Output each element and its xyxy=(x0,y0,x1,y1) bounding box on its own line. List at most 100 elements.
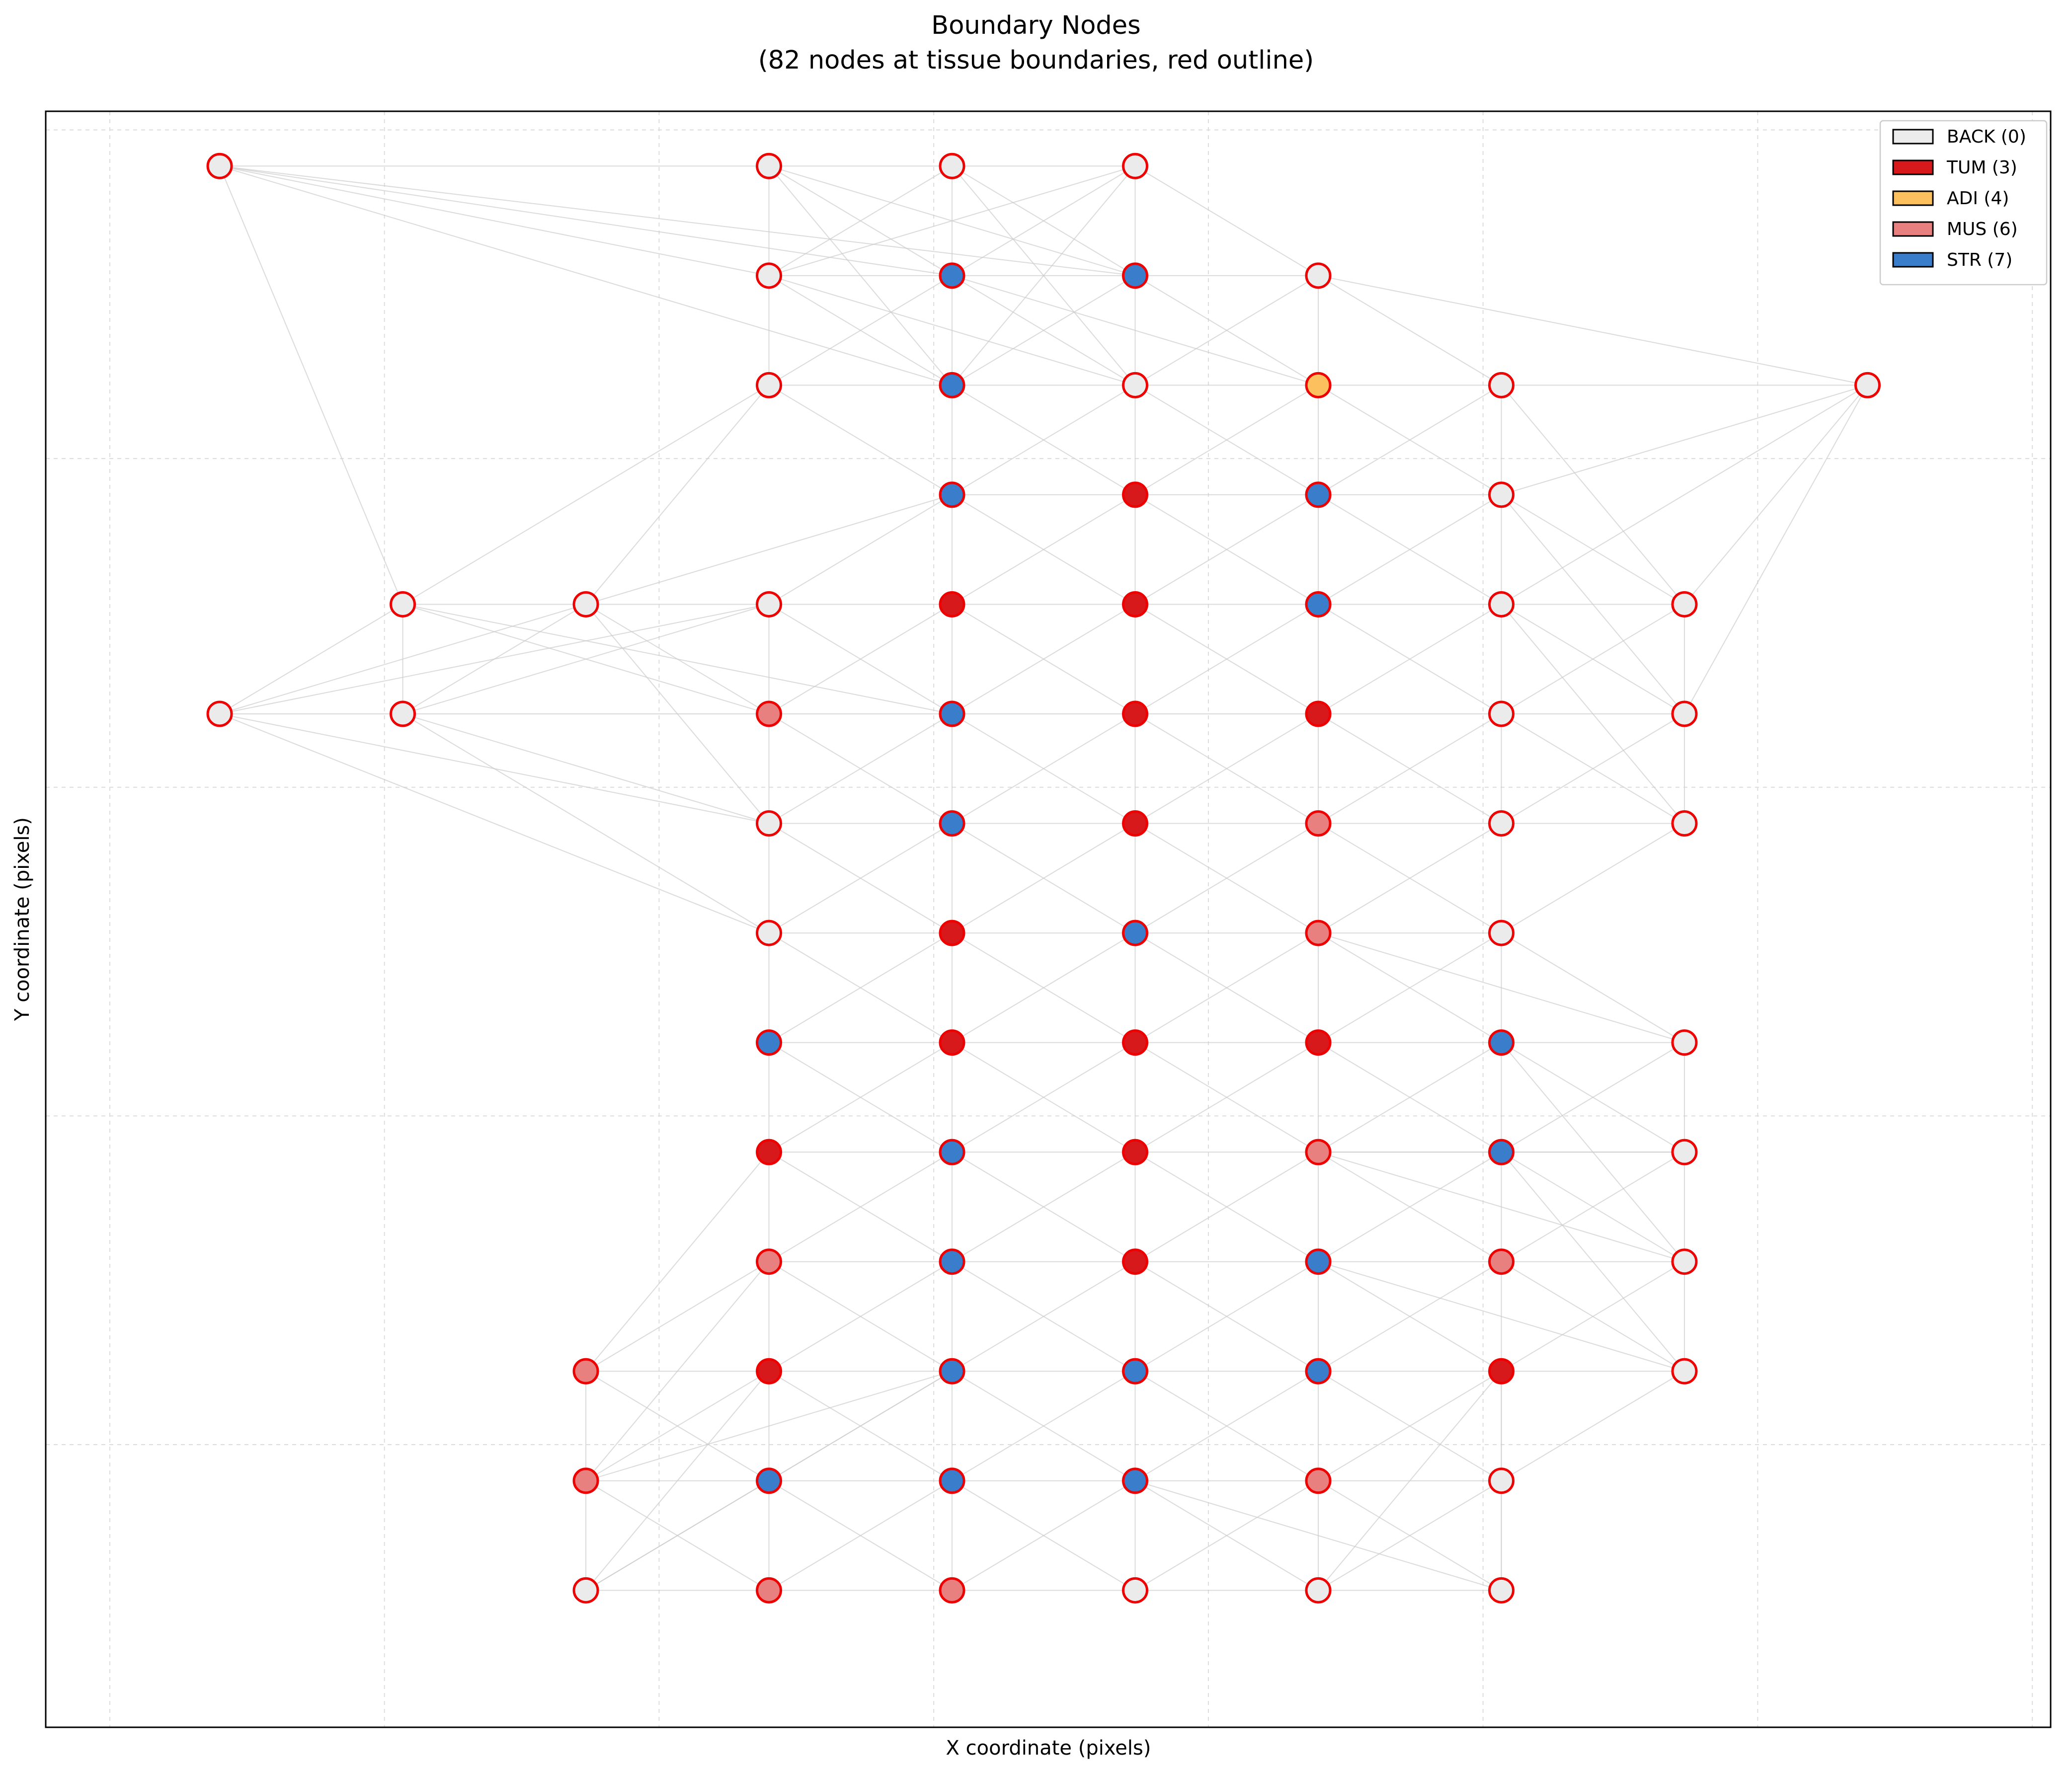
node-mus xyxy=(756,1248,783,1275)
graph-edge xyxy=(1501,604,1685,824)
node-str xyxy=(939,481,965,508)
node-back xyxy=(756,372,783,398)
graph-edge xyxy=(1135,1261,1319,1372)
node-tum xyxy=(1122,1248,1149,1275)
node-back xyxy=(1122,1577,1149,1604)
graph-edge xyxy=(219,165,769,276)
legend-label-mus: MUS (6) xyxy=(1947,219,2018,239)
node-back xyxy=(1488,1467,1515,1494)
x-axis-label: X coordinate (pixels) xyxy=(946,1737,1151,1760)
graph-edge xyxy=(1318,1152,1502,1262)
legend-label-str: STR (7) xyxy=(1947,250,2012,270)
graph-edge xyxy=(402,385,770,605)
graph-edge xyxy=(585,1371,953,1481)
graph-edge xyxy=(769,604,953,714)
graph-edge xyxy=(1501,494,1685,714)
node-back xyxy=(1671,1029,1698,1056)
node-mus xyxy=(572,1358,599,1385)
node-tum xyxy=(756,1358,783,1385)
graph-edge xyxy=(1684,385,1868,605)
legend-swatch-adi xyxy=(1892,190,1934,206)
node-back xyxy=(1488,810,1515,837)
node-mus xyxy=(1305,920,1332,946)
graph-edge xyxy=(1501,932,1685,1043)
node-mus xyxy=(1305,810,1332,837)
node-str xyxy=(1305,1248,1332,1275)
node-back xyxy=(1671,1358,1698,1385)
graph-edge xyxy=(219,165,403,605)
graph-edge xyxy=(1135,494,1319,605)
node-back xyxy=(206,153,233,179)
graph-edge xyxy=(769,1480,953,1591)
graph-edge xyxy=(952,1261,1136,1372)
graph-edge xyxy=(1135,713,1319,824)
legend-swatch-back xyxy=(1892,129,1934,145)
graph-edge xyxy=(585,494,953,605)
node-tum xyxy=(756,1139,783,1165)
node-str xyxy=(756,1467,783,1494)
node-tum xyxy=(1122,1139,1149,1165)
node-str xyxy=(939,1467,965,1494)
graph-edge xyxy=(769,713,953,824)
node-str xyxy=(939,810,965,837)
graph-edge xyxy=(1135,823,1319,933)
graph-edge xyxy=(769,165,953,276)
graph-edge xyxy=(1501,823,1685,933)
node-back xyxy=(1305,262,1332,289)
graph-edge xyxy=(1135,1480,1502,1591)
node-tum xyxy=(1122,1029,1149,1056)
graph-edge xyxy=(1318,275,1502,386)
graph-edge xyxy=(952,275,1136,386)
graph-edge xyxy=(769,1261,953,1372)
node-str xyxy=(1122,1467,1149,1494)
graph-edge xyxy=(1135,1042,1319,1153)
node-back xyxy=(1671,700,1698,727)
graph-edge xyxy=(219,604,403,714)
node-tum xyxy=(1122,481,1149,508)
graph-edge xyxy=(1501,1261,1685,1372)
graph-edge xyxy=(402,604,769,714)
graph-edge xyxy=(769,385,953,495)
node-tum xyxy=(939,591,965,617)
graph-edge xyxy=(219,713,769,933)
node-back xyxy=(572,1577,599,1604)
graph-edge xyxy=(952,165,1136,385)
graph-edge xyxy=(1318,385,1502,495)
graph-edge xyxy=(1501,494,1685,605)
graph-edge xyxy=(1135,1371,1319,1481)
graph-edge xyxy=(768,165,953,385)
graph-edge xyxy=(952,275,1319,386)
graph-edge xyxy=(585,1371,770,1591)
graph-edge xyxy=(1318,1480,1502,1591)
graph-edge xyxy=(952,165,1136,276)
graph-edge xyxy=(1501,1042,1685,1153)
graph-edge xyxy=(952,1371,1136,1481)
graph-edge xyxy=(585,604,770,824)
graph-edge xyxy=(769,1152,953,1262)
node-str xyxy=(939,700,965,727)
node-str xyxy=(1305,481,1332,508)
graph-edge xyxy=(585,1480,770,1591)
node-back xyxy=(1305,1577,1332,1604)
node-str xyxy=(1488,1139,1515,1165)
node-back xyxy=(1488,1577,1515,1604)
graph-nodes xyxy=(206,153,1881,1604)
graph-edge xyxy=(769,1042,953,1153)
graph-edge xyxy=(1318,1371,1502,1481)
legend: BACK (0) TUM (3) ADI (4) MUS (6) STR (7) xyxy=(1879,120,2048,286)
graph-edge xyxy=(1135,604,1319,714)
node-adi xyxy=(1305,372,1332,398)
graph-edge xyxy=(1318,604,1502,714)
node-back xyxy=(756,810,783,837)
graph-edge xyxy=(1318,1261,1685,1372)
graph-edge xyxy=(1135,385,1319,495)
graph-edge xyxy=(585,385,770,605)
node-back xyxy=(1671,810,1698,837)
node-str xyxy=(1122,1358,1149,1385)
graph-edge xyxy=(585,604,770,714)
node-tum xyxy=(1488,1358,1515,1385)
graph-edge xyxy=(585,1152,770,1372)
graph-edge xyxy=(1135,932,1319,1043)
node-str xyxy=(939,1248,965,1275)
